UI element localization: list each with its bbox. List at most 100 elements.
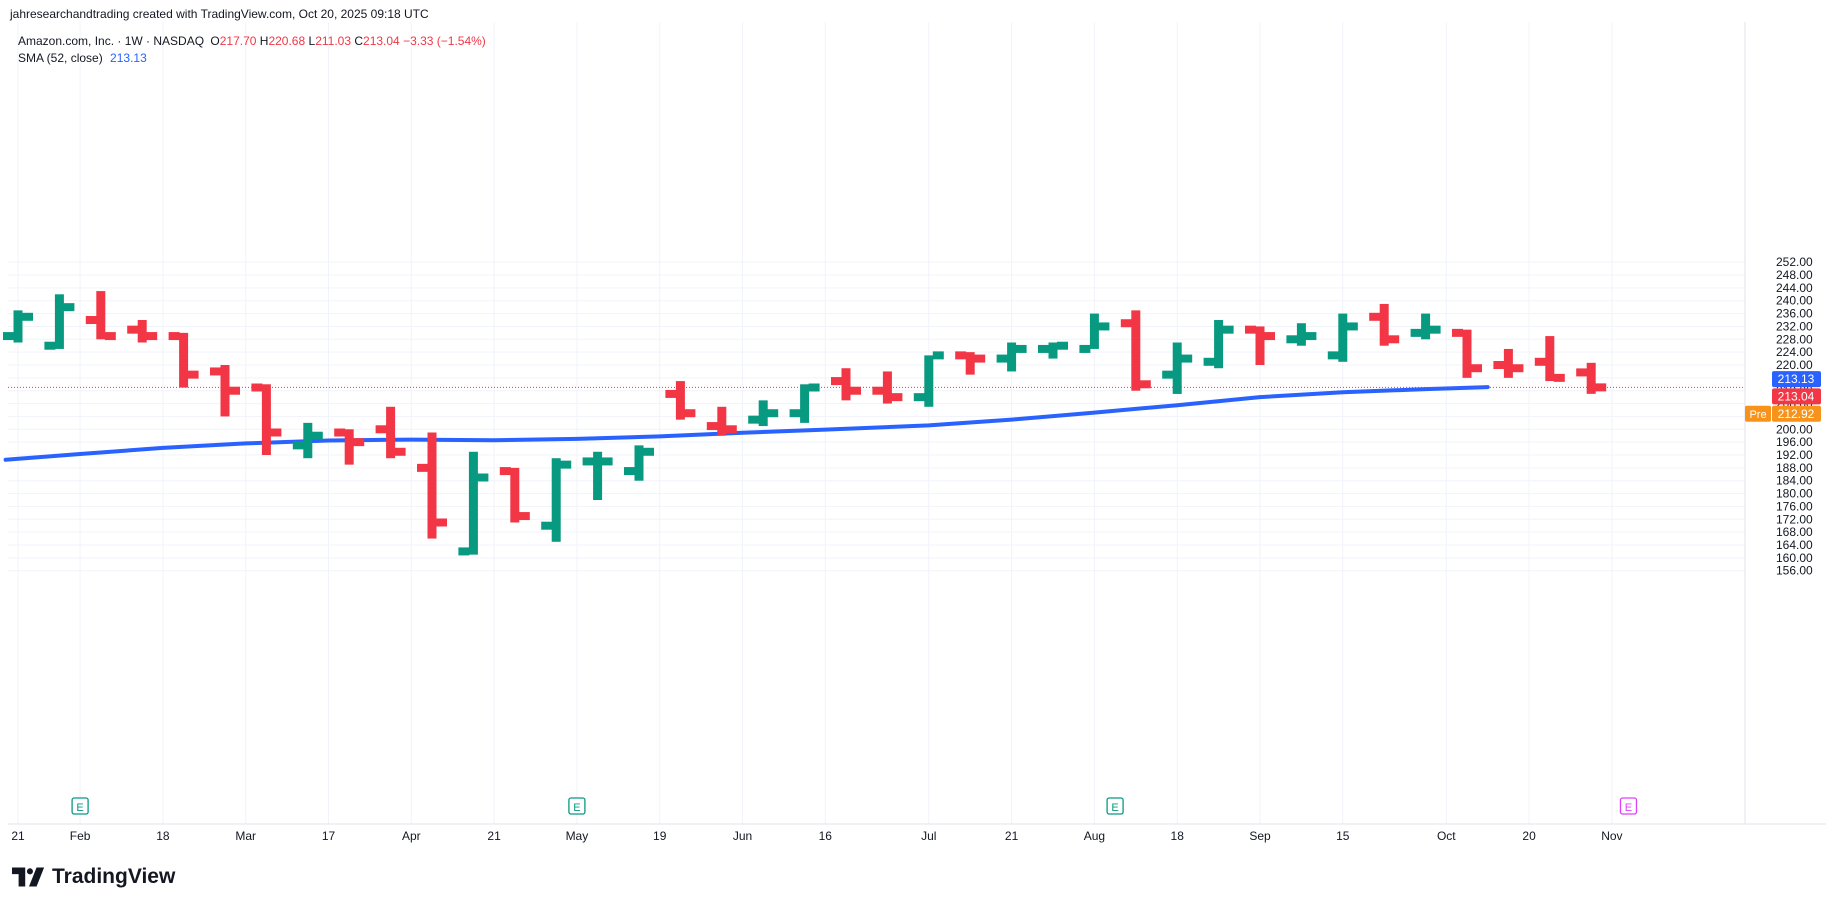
legend-open-value: 217.70 — [219, 34, 257, 48]
x-tick-label: Jul — [921, 829, 936, 843]
ohlc-bar — [1245, 325, 1275, 366]
bar-range — [1503, 348, 1513, 378]
price-label: 213.04 — [1772, 388, 1821, 405]
bar-open-tick — [1534, 357, 1546, 366]
bar-close-tick — [891, 393, 903, 402]
bar-range — [13, 310, 23, 343]
ohlc-bar — [417, 432, 447, 539]
bar-range — [1296, 323, 1306, 346]
ohlc-bar — [375, 406, 406, 459]
bar-range — [551, 458, 561, 542]
ohlc-legend: Amazon.com, Inc. · 1W · NASDAQ O217.70 H… — [18, 34, 486, 48]
earnings-badge — [71, 797, 89, 815]
bar-range — [54, 294, 64, 349]
earnings-badge — [1619, 797, 1638, 815]
price-labels: 213.13 213.04 212.92 Pre — [1745, 371, 1821, 422]
bar-open-tick — [955, 351, 967, 360]
y-tick-label: 184.00 — [1776, 474, 1813, 488]
bar-close-tick — [601, 457, 613, 466]
earnings-badge — [1106, 797, 1124, 815]
ohlc-bar — [44, 294, 75, 350]
y-tick-label: 168.00 — [1776, 525, 1813, 539]
bar-close-tick — [1222, 325, 1234, 334]
legend-symbol: Amazon.com, Inc. · 1W · NASDAQ — [18, 34, 205, 48]
bar-range — [303, 422, 313, 459]
ohlc-bar — [582, 451, 613, 500]
bar-open-tick — [913, 393, 925, 402]
legend-open-label: O — [210, 34, 220, 48]
bar-close-tick — [1471, 364, 1482, 373]
bar-open-tick — [334, 428, 346, 437]
sma-legend-value: 213.13 — [110, 51, 147, 65]
y-tick-label: 176.00 — [1776, 499, 1813, 513]
y-tick-label: 196.00 — [1776, 435, 1813, 449]
ohlc-bar — [748, 400, 779, 427]
ohlc-bar — [706, 406, 737, 436]
bar-close-tick — [477, 473, 489, 482]
bar-open-tick — [127, 325, 139, 334]
x-tick-label: Apr — [402, 829, 421, 843]
ohlc-bar — [85, 291, 116, 341]
price-label-box — [1772, 371, 1821, 388]
x-tick-label: 17 — [322, 829, 336, 843]
ohlc-bar — [1203, 320, 1234, 369]
x-tick-label: Oct — [1437, 829, 1456, 843]
y-tick-label: 228.00 — [1776, 332, 1813, 346]
bar-range — [96, 291, 106, 340]
legend-low-value: 211.03 — [315, 34, 351, 48]
price-label-box — [1772, 388, 1821, 405]
y-tick-label: 232.00 — [1776, 319, 1813, 333]
y-tick-label: 164.00 — [1776, 538, 1813, 552]
ohlc-bar — [1534, 336, 1565, 382]
ohlc-bar — [996, 342, 1027, 372]
bar-range — [1007, 342, 1017, 372]
ohlc-bar — [665, 381, 696, 420]
bar-close-tick — [767, 409, 779, 418]
y-tick-label: 200.00 — [1776, 422, 1813, 436]
bar-close-tick — [1015, 344, 1027, 353]
y-tick-label: 240.00 — [1776, 294, 1813, 308]
bar-open-tick — [210, 367, 221, 376]
bar-range — [1172, 342, 1182, 394]
bar-range — [179, 332, 189, 388]
bar-open-tick — [292, 441, 304, 450]
x-tick-label: 19 — [653, 829, 667, 843]
earnings-letter: E — [1111, 802, 1118, 814]
x-tick-label: Jun — [733, 829, 752, 843]
legend-high-label: H — [259, 34, 269, 48]
legend-high-value: 220.68 — [268, 34, 306, 48]
bar-range — [1214, 320, 1224, 369]
ohlc-bar — [1079, 313, 1110, 353]
bar-range — [634, 445, 644, 481]
bar-close-tick — [353, 438, 365, 447]
bar-range — [675, 381, 685, 420]
bar-range — [427, 432, 437, 539]
bar-range — [220, 365, 230, 417]
bar-open-tick — [872, 386, 884, 395]
sma-legend[interactable]: SMA (52, close) 213.13 — [18, 51, 147, 65]
tradingview-brand[interactable]: TradingView — [12, 865, 175, 889]
bar-close-tick — [1181, 354, 1193, 363]
bar-open-tick — [831, 377, 842, 386]
bar-open-tick — [251, 383, 263, 392]
bar-open-tick — [168, 332, 180, 341]
ohlc-bar — [831, 368, 861, 401]
bar-close-tick — [311, 431, 323, 440]
x-tick-label: May — [566, 829, 589, 843]
bar-close-tick — [974, 354, 986, 363]
bar-range — [1545, 336, 1555, 382]
x-tick-label: 21 — [11, 829, 25, 843]
y-tick-label: 180.00 — [1776, 487, 1813, 501]
bar-open-tick — [1327, 351, 1339, 360]
bar-range — [841, 368, 851, 401]
bar-open-tick — [1245, 325, 1256, 334]
bar-close-tick — [1098, 322, 1110, 331]
ohlc-bar — [1576, 362, 1607, 394]
ohlc-bar — [1162, 342, 1193, 394]
ohlc-bar — [1038, 341, 1068, 359]
x-tick-label: 18 — [1171, 829, 1185, 843]
time-axis[interactable]: 21 Feb 18 Mar 17 Apr 21 May 19 Jun 16 Jul 21 Aug 18 Sep… — [11, 829, 1622, 843]
bar-close-tick — [932, 351, 944, 360]
